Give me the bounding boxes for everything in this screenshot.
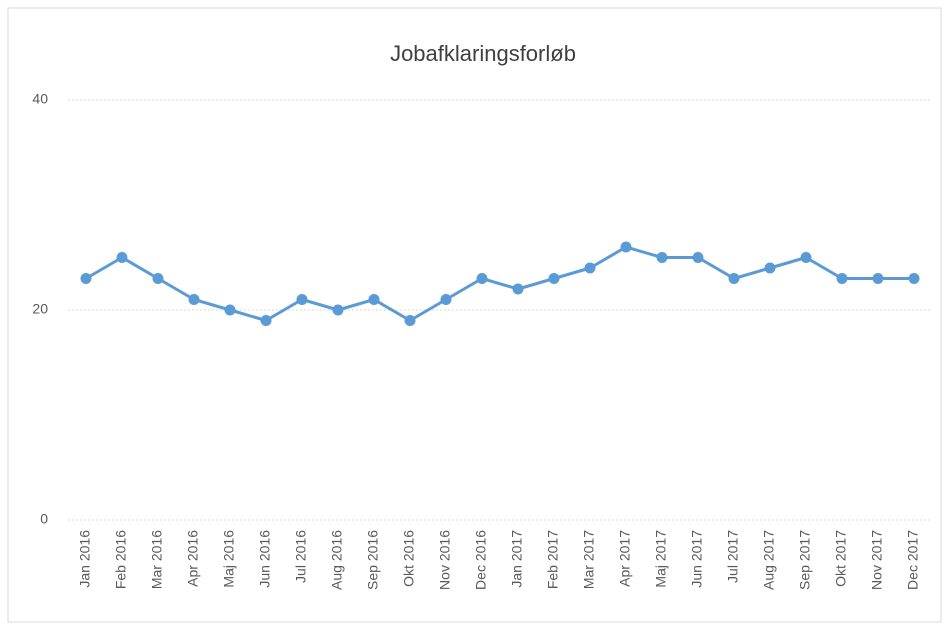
x-tick-label: Dec 2016 — [473, 530, 489, 590]
x-tick-label: Apr 2016 — [185, 530, 201, 587]
x-tick-label: Feb 2017 — [545, 530, 561, 589]
data-point — [908, 273, 920, 284]
data-point — [872, 273, 884, 284]
data-point — [152, 273, 164, 284]
x-tick-label: Sep 2017 — [797, 530, 813, 590]
x-tick-label: Maj 2017 — [653, 530, 669, 588]
x-tick-label: Jan 2016 — [77, 530, 93, 588]
data-point — [512, 283, 524, 295]
x-tick-label: Nov 2016 — [437, 530, 453, 590]
data-point — [440, 294, 452, 305]
data-point — [728, 273, 740, 284]
x-tick-label: Dec 2017 — [905, 530, 921, 590]
x-tick-label: Okt 2016 — [401, 530, 417, 587]
chart-title: Jobafklaringsforløb — [390, 41, 576, 66]
data-point — [116, 252, 128, 263]
x-tick-label: Aug 2017 — [761, 530, 777, 590]
data-point — [224, 304, 236, 316]
data-point — [584, 262, 596, 274]
x-tick-label: Nov 2017 — [869, 530, 885, 590]
data-point — [368, 294, 380, 305]
data-point — [296, 294, 308, 305]
data-point — [656, 252, 668, 263]
data-point — [80, 273, 92, 284]
data-point — [332, 304, 344, 316]
data-point — [620, 241, 632, 253]
x-tick-label: Jun 2016 — [257, 530, 273, 588]
data-line — [85, 245, 914, 322]
data-point — [548, 273, 560, 284]
data-point — [260, 315, 272, 326]
x-tick-label: Maj 2016 — [221, 530, 237, 588]
data-point — [188, 294, 200, 305]
x-tick-label: Jan 2017 — [509, 530, 525, 588]
x-tick-label: Mar 2017 — [581, 530, 597, 589]
data-point — [476, 273, 488, 284]
data-point — [692, 252, 704, 263]
y-tick-label: 0 — [40, 511, 48, 527]
x-tick-label: Okt 2017 — [833, 530, 849, 587]
x-tick-label: Jul 2016 — [293, 530, 309, 583]
x-tick-label: Jul 2017 — [725, 530, 741, 583]
x-tick-label: Mar 2016 — [149, 530, 165, 589]
data-point — [764, 262, 776, 274]
data-point — [404, 315, 416, 326]
x-tick-label: Apr 2017 — [617, 530, 633, 587]
data-point — [836, 273, 848, 284]
x-tick-label: Feb 2016 — [113, 530, 129, 589]
x-tick-label: Jun 2017 — [689, 530, 705, 588]
y-tick-label: 40 — [32, 91, 48, 107]
data-point — [800, 252, 812, 263]
x-tick-label: Aug 2016 — [329, 530, 345, 590]
x-tick-label: Sep 2016 — [365, 530, 381, 590]
y-tick-label: 20 — [32, 301, 48, 317]
